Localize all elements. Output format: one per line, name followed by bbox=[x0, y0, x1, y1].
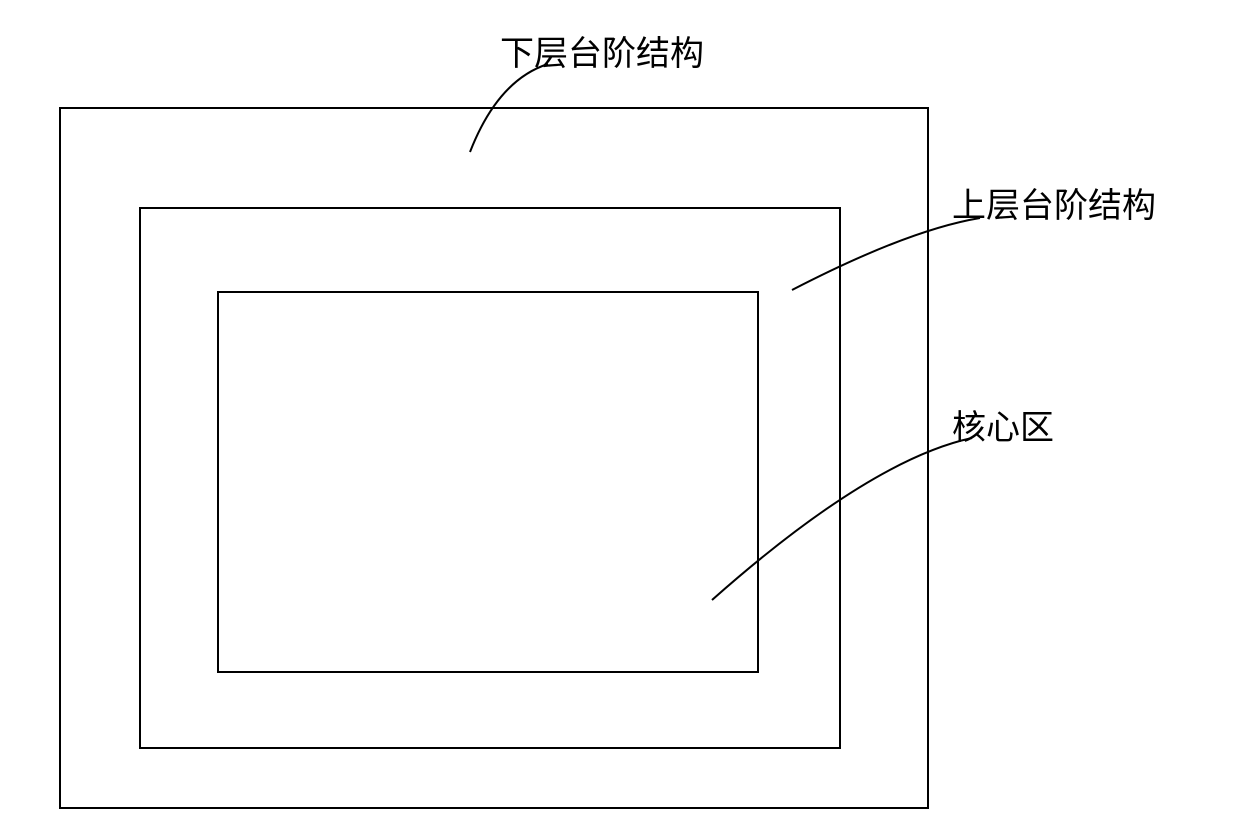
rect-group bbox=[60, 108, 928, 808]
leader-upper-step bbox=[792, 218, 980, 290]
leader-core-area bbox=[712, 438, 972, 600]
inner-rect bbox=[218, 292, 758, 672]
label-core-area: 核心区 bbox=[952, 400, 1054, 449]
label-lower-step: 下层台阶结构 bbox=[500, 26, 704, 75]
label-upper-step: 上层台阶结构 bbox=[952, 178, 1156, 227]
leader-group bbox=[470, 64, 980, 600]
diagram-svg bbox=[0, 0, 1240, 822]
middle-rect bbox=[140, 208, 840, 748]
outer-rect bbox=[60, 108, 928, 808]
